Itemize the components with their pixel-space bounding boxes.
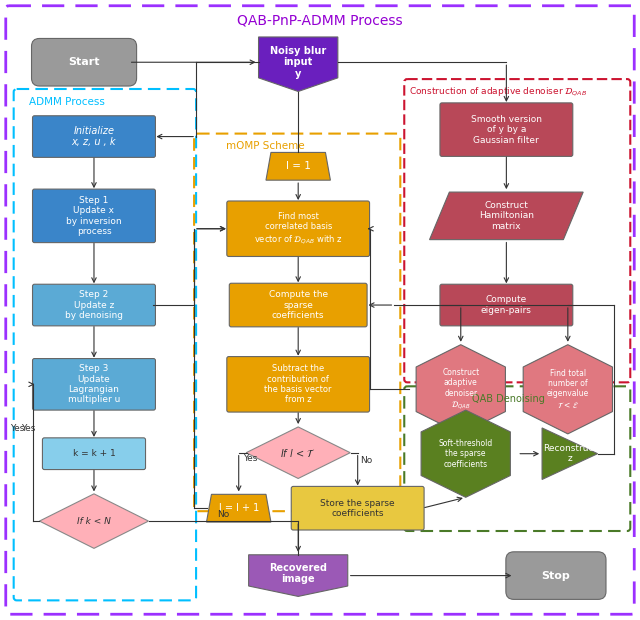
Polygon shape bbox=[40, 494, 148, 548]
Text: Find most
correlated basis
vector of $\mathcal{D}_{QAB}$ with z: Find most correlated basis vector of $\m… bbox=[254, 212, 342, 246]
Text: QAB Denoising: QAB Denoising bbox=[472, 394, 545, 404]
Text: Yes: Yes bbox=[243, 454, 257, 463]
FancyBboxPatch shape bbox=[33, 116, 156, 157]
FancyBboxPatch shape bbox=[291, 487, 424, 530]
FancyBboxPatch shape bbox=[33, 358, 156, 410]
Text: Compute
eigen-pairs: Compute eigen-pairs bbox=[481, 295, 532, 315]
Text: Noisy blur
input
y: Noisy blur input y bbox=[270, 46, 326, 79]
Text: Start: Start bbox=[68, 57, 100, 67]
FancyBboxPatch shape bbox=[42, 438, 145, 469]
Text: Smooth version
of y by a
Gaussian filter: Smooth version of y by a Gaussian filter bbox=[471, 115, 542, 144]
Text: Recovered
image: Recovered image bbox=[269, 563, 327, 585]
Text: Construction of adaptive denoiser $\mathcal{D}_{QAB}$: Construction of adaptive denoiser $\math… bbox=[410, 86, 588, 99]
Text: Stop: Stop bbox=[541, 570, 570, 580]
Text: QAB-PnP-ADMM Process: QAB-PnP-ADMM Process bbox=[237, 14, 403, 28]
Polygon shape bbox=[266, 153, 330, 180]
Text: Step 2
Update z
by denoising: Step 2 Update z by denoising bbox=[65, 290, 123, 320]
Text: Initialize
x, z, u , k: Initialize x, z, u , k bbox=[72, 126, 116, 148]
Text: mOMP Scheme: mOMP Scheme bbox=[226, 141, 305, 151]
Text: l = 1: l = 1 bbox=[285, 161, 310, 171]
FancyBboxPatch shape bbox=[229, 283, 367, 327]
FancyBboxPatch shape bbox=[31, 38, 136, 86]
Polygon shape bbox=[248, 555, 348, 596]
Text: ADMM Process: ADMM Process bbox=[29, 97, 105, 107]
Text: Find total
number of
eigenvalue
$\mathcal{T}$ < $\mathcal{E}$: Find total number of eigenvalue $\mathca… bbox=[547, 368, 589, 410]
Text: Soft-threshold
the sparse
coefficients: Soft-threshold the sparse coefficients bbox=[438, 439, 493, 469]
Text: Construct
adaptive
denoiser
$\mathcal{D}_{QAB}$: Construct adaptive denoiser $\mathcal{D}… bbox=[442, 368, 479, 411]
Polygon shape bbox=[429, 192, 583, 240]
FancyBboxPatch shape bbox=[440, 103, 573, 156]
Text: Compute the
sparse
coefficients: Compute the sparse coefficients bbox=[269, 290, 328, 320]
Polygon shape bbox=[523, 345, 612, 434]
Polygon shape bbox=[416, 345, 506, 434]
Polygon shape bbox=[259, 37, 338, 92]
Text: If k < N: If k < N bbox=[77, 516, 111, 526]
FancyBboxPatch shape bbox=[227, 201, 369, 257]
Polygon shape bbox=[421, 410, 510, 497]
FancyBboxPatch shape bbox=[33, 189, 156, 242]
FancyBboxPatch shape bbox=[33, 284, 156, 326]
Text: Subtract the
contribution of
the basis vector
from z: Subtract the contribution of the basis v… bbox=[264, 364, 332, 404]
Polygon shape bbox=[207, 494, 271, 522]
Text: Construct
Hamiltonian
matrix: Construct Hamiltonian matrix bbox=[479, 201, 534, 231]
Text: k = k + 1: k = k + 1 bbox=[72, 450, 115, 458]
FancyBboxPatch shape bbox=[440, 284, 573, 326]
Text: l = l + 1: l = l + 1 bbox=[219, 503, 259, 513]
Polygon shape bbox=[542, 428, 598, 479]
Polygon shape bbox=[246, 427, 350, 479]
FancyBboxPatch shape bbox=[506, 552, 606, 600]
FancyBboxPatch shape bbox=[227, 356, 369, 412]
Text: If l < $\mathcal{T}$: If l < $\mathcal{T}$ bbox=[280, 446, 316, 459]
Text: No: No bbox=[217, 510, 229, 519]
Text: Store the sparse
coefficients: Store the sparse coefficients bbox=[321, 498, 395, 518]
Text: Step 1
Update x
by inversion
process: Step 1 Update x by inversion process bbox=[66, 196, 122, 236]
Text: Yes: Yes bbox=[21, 425, 36, 433]
Text: No: No bbox=[360, 456, 372, 465]
Text: Step 3
Update
Lagrangian
multiplier u: Step 3 Update Lagrangian multiplier u bbox=[68, 364, 120, 404]
Text: Yes: Yes bbox=[10, 425, 24, 433]
Text: Reconstruct
z: Reconstruct z bbox=[543, 444, 597, 463]
